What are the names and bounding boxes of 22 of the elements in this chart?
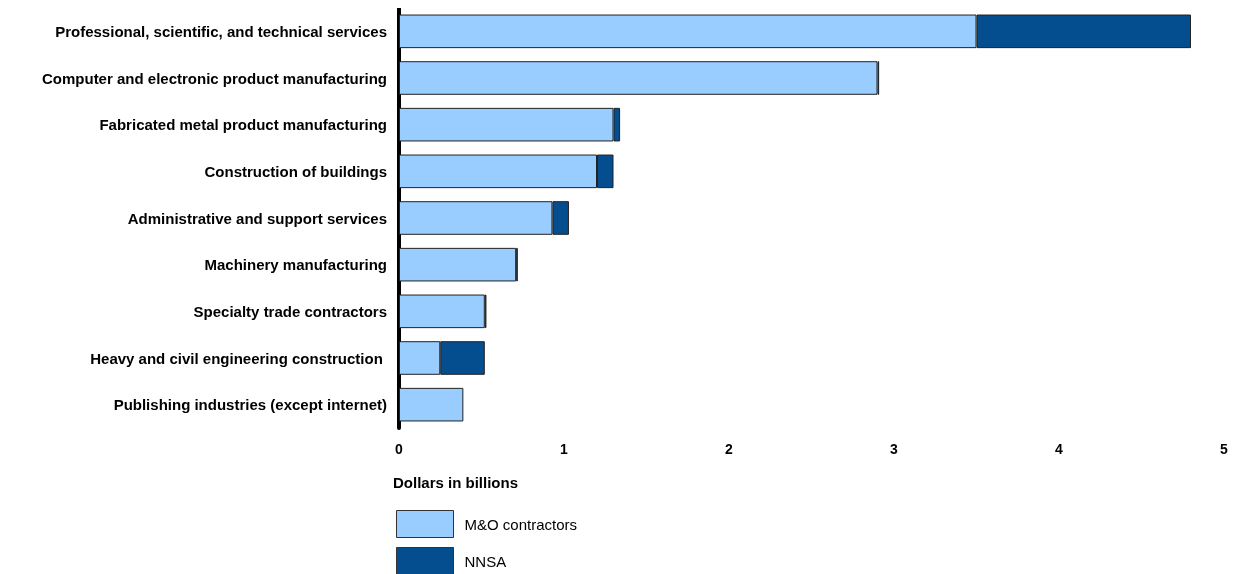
x-tick-label: 1 — [560, 441, 569, 457]
x-axis-title: Dollars in billions — [393, 474, 519, 491]
bar — [399, 387, 464, 422]
y-tick-label: Publishing industries (except internet) — [113, 396, 387, 414]
x-tick-label: 0 — [395, 441, 404, 457]
legend-label: M&O contractors — [464, 515, 578, 533]
x-tick-label: 4 — [1055, 441, 1064, 457]
bar — [399, 294, 485, 329]
y-tick-label: Construction of buildings — [204, 162, 387, 180]
y-tick-label: Machinery manufacturing — [204, 256, 387, 274]
x-tick-label: 3 — [890, 441, 899, 457]
y-tick-label: Administrative and support services — [127, 209, 387, 227]
bar — [399, 61, 878, 95]
bar — [399, 247, 517, 282]
y-tick-label: Heavy and civil engineering construction — [90, 349, 387, 367]
y-tick-label: Professional, scientific, and technical services — [55, 22, 387, 40]
y-tick-label: Fabricated metal product manufacturing — [99, 116, 387, 134]
x-tick-label: 5 — [1220, 441, 1229, 457]
x-tick-label: 2 — [725, 441, 734, 457]
y-tick-label: Specialty trade contractors — [193, 302, 387, 320]
y-tick-label: Computer and electronic product manufacturing — [41, 69, 387, 87]
legend-label: NNSA — [464, 552, 507, 570]
